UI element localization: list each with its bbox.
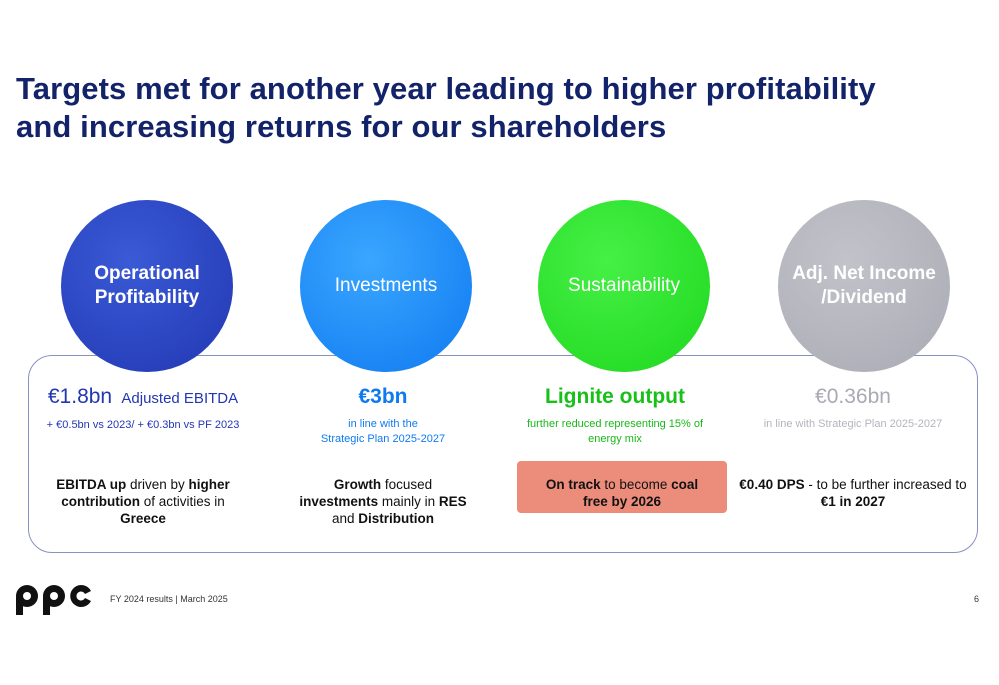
kpi-sub: further reduced representing 15% of bbox=[526, 418, 704, 430]
circle-label: Investments bbox=[334, 275, 438, 296]
kpi-sub: Strategic Plan 2025-2027 bbox=[320, 433, 446, 445]
kpi-panel bbox=[28, 355, 978, 553]
ebitda-kpi: €1.8bn Adjusted EBITDA + €0.5bn vs 2023/… bbox=[28, 384, 258, 433]
kpi-value: Lignite output bbox=[545, 385, 685, 408]
circle-label: Adj. Net Income bbox=[792, 263, 936, 284]
lignite-kpi: Lignite output further reduced represent… bbox=[500, 384, 730, 447]
kpi-sub: in line with Strategic Plan 2025-2027 bbox=[763, 418, 943, 430]
net-income-kpi: €0.36bn in line with Strategic Plan 2025… bbox=[738, 384, 968, 432]
kpi-sub: + €0.5bn vs 2023/ + €0.3bn vs PF 2023 bbox=[46, 419, 240, 431]
investments-description: Growth focused investments mainly in RES… bbox=[299, 477, 467, 526]
circle-label: Operational bbox=[94, 263, 200, 284]
sustainability-circle: Sustainability bbox=[538, 200, 710, 372]
kpi-value: €0.36bn bbox=[815, 385, 891, 408]
page-number: 6 bbox=[974, 594, 980, 604]
ppc-logo bbox=[16, 585, 91, 615]
dividend-description: €0.40 DPS - to be further increased to €… bbox=[739, 477, 967, 509]
kpi-value: €1.8bn bbox=[47, 385, 113, 408]
circle-label: Profitability bbox=[94, 287, 200, 308]
circle-label: /Dividend bbox=[821, 287, 907, 308]
title-line-2: and increasing returns for our sharehold… bbox=[16, 109, 667, 144]
circle-label: Sustainability bbox=[568, 275, 680, 296]
investments-kpi: €3bn in line with the Strategic Plan 202… bbox=[268, 384, 498, 447]
slide-title: Targets met for another year leading to … bbox=[16, 70, 976, 146]
kpi-sub: energy mix bbox=[588, 433, 642, 445]
highlight-box bbox=[517, 461, 727, 513]
investments-circle: Investments bbox=[300, 200, 472, 372]
title-line-1: Targets met for another year leading to … bbox=[16, 71, 876, 106]
operational-profitability-circle: Operational Profitability bbox=[61, 200, 233, 372]
kpi-suffix: Adjusted EBITDA bbox=[121, 390, 239, 407]
kpi-value: €3bn bbox=[358, 385, 408, 408]
net-income-dividend-circle: Adj. Net Income /Dividend bbox=[778, 200, 950, 372]
kpi-sub: in line with the bbox=[348, 418, 418, 430]
sustainability-description: On track to become coal free by 2026 bbox=[545, 477, 699, 509]
ebitda-description: EBITDA up driven by higher contribution … bbox=[56, 477, 230, 526]
footer-text: FY 2024 results | March 2025 bbox=[110, 594, 228, 604]
